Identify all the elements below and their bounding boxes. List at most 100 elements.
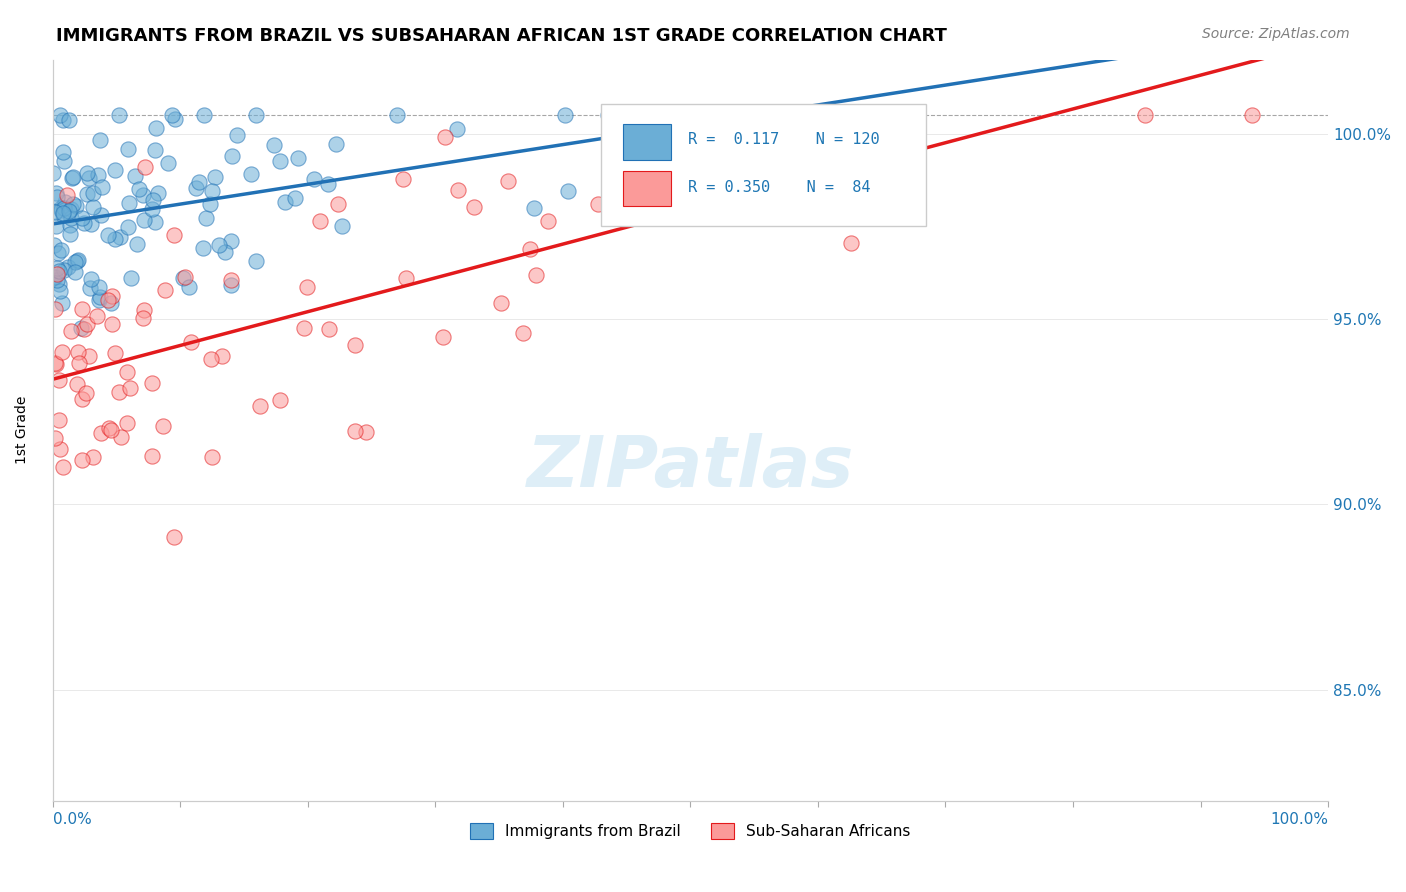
Text: R = 0.350    N =  84: R = 0.350 N = 84 — [688, 179, 870, 194]
Sub-Saharan Africans — [395, 271, 418, 285]
Immigrants from Brazil — [59, 218, 82, 232]
Immigrants from Brazil — [187, 175, 209, 189]
Immigrants from Brazil — [193, 242, 215, 256]
Immigrants from Brazil — [49, 243, 72, 257]
Sub-Saharan Africans — [174, 270, 197, 285]
Immigrants from Brazil — [142, 193, 165, 207]
Immigrants from Brazil — [523, 201, 546, 215]
Immigrants from Brazil — [117, 220, 139, 235]
Immigrants from Brazil — [45, 260, 67, 275]
Immigrants from Brazil — [56, 260, 79, 275]
Sub-Saharan Africans — [789, 120, 811, 135]
Immigrants from Brazil — [60, 170, 83, 185]
Immigrants from Brazil — [44, 269, 66, 284]
Sub-Saharan Africans — [683, 192, 706, 206]
Immigrants from Brazil — [51, 203, 73, 218]
Immigrants from Brazil — [104, 232, 127, 246]
Sub-Saharan Africans — [432, 330, 454, 344]
Immigrants from Brazil — [52, 201, 75, 215]
Sub-Saharan Africans — [392, 172, 415, 186]
Sub-Saharan Africans — [49, 442, 72, 456]
Sub-Saharan Africans — [860, 108, 883, 122]
Sub-Saharan Africans — [651, 202, 673, 216]
Sub-Saharan Africans — [519, 242, 541, 256]
Immigrants from Brazil — [65, 199, 87, 213]
Sub-Saharan Africans — [524, 268, 547, 283]
Sub-Saharan Africans — [70, 392, 93, 407]
Immigrants from Brazil — [240, 167, 263, 181]
Sub-Saharan Africans — [48, 373, 70, 387]
Immigrants from Brazil — [245, 254, 267, 268]
Immigrants from Brazil — [325, 136, 347, 151]
Bar — [623, 170, 671, 206]
Sub-Saharan Africans — [98, 421, 121, 435]
Immigrants from Brazil — [66, 252, 89, 267]
Sub-Saharan Africans — [354, 425, 377, 439]
Immigrants from Brazil — [52, 208, 75, 222]
Sub-Saharan Africans — [211, 349, 233, 363]
Immigrants from Brazil — [70, 321, 93, 335]
Sub-Saharan Africans — [512, 326, 534, 340]
Immigrants from Brazil — [63, 255, 86, 269]
Immigrants from Brazil — [141, 202, 163, 216]
Sub-Saharan Africans — [66, 376, 89, 391]
Immigrants from Brazil — [82, 186, 104, 201]
Immigrants from Brazil — [245, 108, 267, 122]
Immigrants from Brazil — [146, 186, 169, 200]
Immigrants from Brazil — [610, 108, 633, 122]
Immigrants from Brazil — [284, 190, 307, 204]
Immigrants from Brazil — [221, 234, 243, 248]
Sub-Saharan Africans — [586, 197, 609, 211]
Sub-Saharan Africans — [446, 183, 468, 197]
Sub-Saharan Africans — [82, 450, 104, 464]
Immigrants from Brazil — [48, 277, 70, 292]
Sub-Saharan Africans — [44, 357, 66, 371]
Sub-Saharan Africans — [163, 228, 186, 243]
Immigrants from Brazil — [263, 138, 285, 153]
Sub-Saharan Africans — [318, 321, 340, 335]
Y-axis label: 1st Grade: 1st Grade — [15, 396, 30, 465]
Bar — [623, 124, 671, 160]
Immigrants from Brazil — [118, 196, 141, 211]
Sub-Saharan Africans — [107, 385, 129, 400]
Immigrants from Brazil — [145, 120, 167, 135]
Immigrants from Brazil — [554, 108, 576, 122]
Sub-Saharan Africans — [67, 345, 90, 359]
Immigrants from Brazil — [89, 133, 111, 147]
Immigrants from Brazil — [156, 156, 179, 170]
Sub-Saharan Africans — [97, 293, 120, 307]
Immigrants from Brazil — [132, 212, 155, 227]
Sub-Saharan Africans — [141, 376, 163, 390]
Immigrants from Brazil — [108, 229, 131, 244]
Immigrants from Brazil — [76, 187, 98, 202]
Sub-Saharan Africans — [269, 393, 291, 408]
Immigrants from Brazil — [65, 254, 87, 268]
Sub-Saharan Africans — [163, 530, 186, 544]
Sub-Saharan Africans — [1133, 108, 1156, 122]
Text: ZIPatlas: ZIPatlas — [527, 433, 853, 502]
Immigrants from Brazil — [82, 200, 104, 214]
Sub-Saharan Africans — [249, 400, 271, 414]
Sub-Saharan Africans — [101, 318, 124, 332]
Text: 100.0%: 100.0% — [1270, 812, 1329, 827]
Immigrants from Brazil — [44, 205, 66, 219]
Sub-Saharan Africans — [51, 345, 73, 359]
Immigrants from Brazil — [79, 281, 101, 295]
Sub-Saharan Africans — [153, 283, 176, 297]
Sub-Saharan Africans — [132, 303, 155, 318]
Immigrants from Brazil — [172, 270, 194, 285]
Text: Source: ZipAtlas.com: Source: ZipAtlas.com — [1202, 27, 1350, 41]
Immigrants from Brazil — [108, 108, 131, 122]
Immigrants from Brazil — [143, 215, 166, 229]
Sub-Saharan Africans — [498, 174, 520, 188]
Immigrants from Brazil — [53, 153, 76, 168]
Immigrants from Brazil — [104, 163, 127, 178]
Immigrants from Brazil — [316, 177, 339, 191]
Sub-Saharan Africans — [180, 334, 202, 349]
Sub-Saharan Africans — [45, 267, 67, 281]
Immigrants from Brazil — [204, 170, 226, 185]
Immigrants from Brazil — [80, 272, 103, 286]
Immigrants from Brazil — [160, 108, 183, 122]
Text: IMMIGRANTS FROM BRAZIL VS SUBSAHARAN AFRICAN 1ST GRADE CORRELATION CHART: IMMIGRANTS FROM BRAZIL VS SUBSAHARAN AFR… — [56, 27, 948, 45]
Sub-Saharan Africans — [343, 425, 366, 439]
